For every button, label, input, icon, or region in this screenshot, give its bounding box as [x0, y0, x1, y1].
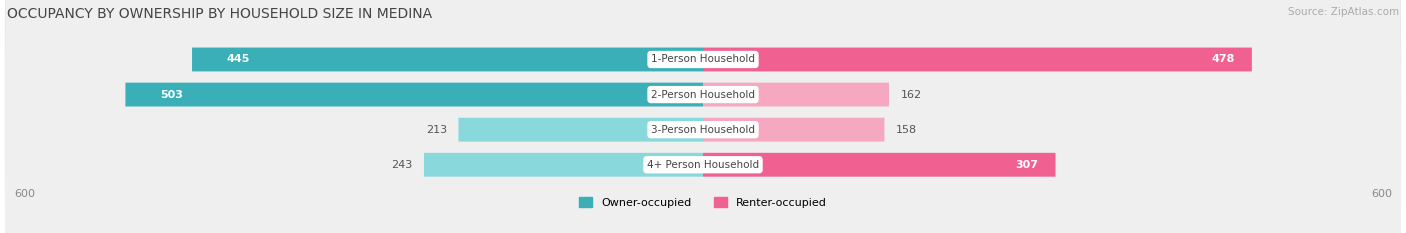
Text: 213: 213: [426, 125, 447, 135]
FancyBboxPatch shape: [703, 153, 1056, 177]
FancyBboxPatch shape: [703, 118, 884, 142]
FancyBboxPatch shape: [125, 83, 703, 106]
FancyBboxPatch shape: [193, 48, 703, 71]
Text: 158: 158: [896, 125, 917, 135]
Text: 2-Person Household: 2-Person Household: [651, 89, 755, 99]
FancyBboxPatch shape: [425, 153, 703, 177]
Text: 162: 162: [900, 89, 921, 99]
Text: 243: 243: [391, 160, 412, 170]
Text: OCCUPANCY BY OWNERSHIP BY HOUSEHOLD SIZE IN MEDINA: OCCUPANCY BY OWNERSHIP BY HOUSEHOLD SIZE…: [7, 7, 432, 21]
Text: 600: 600: [14, 189, 35, 199]
FancyBboxPatch shape: [4, 0, 1402, 233]
Text: 3-Person Household: 3-Person Household: [651, 125, 755, 135]
FancyBboxPatch shape: [4, 0, 1402, 233]
FancyBboxPatch shape: [703, 83, 889, 106]
Text: 600: 600: [1371, 189, 1392, 199]
Text: 307: 307: [1015, 160, 1038, 170]
FancyBboxPatch shape: [4, 0, 1402, 233]
FancyBboxPatch shape: [458, 118, 703, 142]
FancyBboxPatch shape: [4, 0, 1402, 233]
Text: Source: ZipAtlas.com: Source: ZipAtlas.com: [1288, 7, 1399, 17]
Text: 4+ Person Household: 4+ Person Household: [647, 160, 759, 170]
Text: 1-Person Household: 1-Person Household: [651, 55, 755, 65]
Text: 478: 478: [1211, 55, 1234, 65]
Text: 445: 445: [226, 55, 250, 65]
Legend: Owner-occupied, Renter-occupied: Owner-occupied, Renter-occupied: [575, 193, 831, 212]
FancyBboxPatch shape: [703, 48, 1251, 71]
Text: 503: 503: [160, 89, 183, 99]
